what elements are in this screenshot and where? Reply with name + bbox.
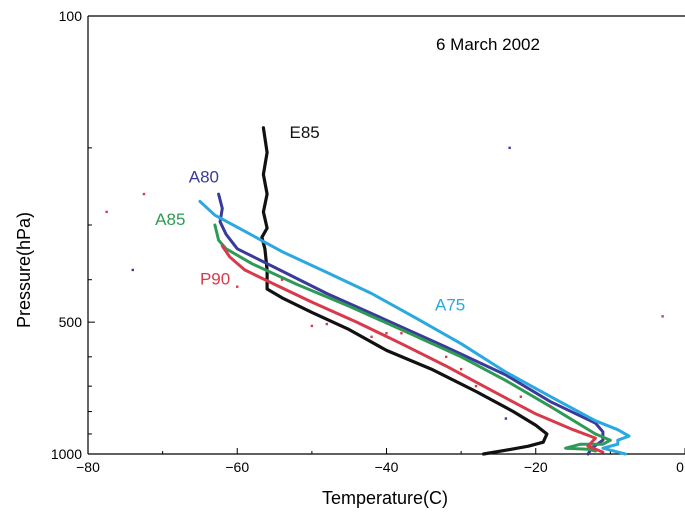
scatter-point	[508, 146, 511, 150]
y-tick-label: 500	[59, 314, 83, 330]
series-label-a75: A75	[435, 295, 465, 314]
series-line-a85	[213, 223, 612, 453]
series-label-p90: P90	[200, 269, 230, 288]
x-axis-title: Temperature(C)	[322, 488, 448, 508]
x-tick-label: −60	[225, 459, 249, 475]
scatter-point	[504, 417, 508, 420]
scatter-point	[385, 332, 388, 335]
scatter-point	[474, 384, 478, 388]
series-labels: E85 A80 A85 P90 A75	[155, 123, 465, 314]
x-axis-ticks: −80 −60 −40 −20 0	[76, 448, 685, 475]
scatter-point	[400, 332, 403, 335]
scatter-point	[131, 268, 134, 272]
series-line-e85	[260, 126, 549, 456]
y-axis-title: Pressure(hPa)	[14, 212, 34, 328]
x-tick-label: 0	[676, 459, 684, 475]
y-tick-label: 100	[59, 8, 83, 24]
series-layer	[198, 126, 631, 456]
scatter-point	[661, 315, 664, 318]
y-tick-label: 1000	[51, 446, 82, 462]
x-tick-label: −20	[524, 459, 548, 475]
scatter-point	[370, 335, 373, 338]
scatter-point	[445, 355, 448, 359]
scatter-point	[236, 285, 239, 288]
chart-annotation: 6 March 2002	[436, 35, 540, 54]
scatter-point	[459, 367, 463, 371]
series-line-a75	[198, 199, 631, 456]
scatter-point	[549, 405, 552, 408]
series-label-e85: E85	[289, 123, 319, 142]
scatter-point	[142, 192, 146, 196]
series-line-p90	[220, 244, 605, 454]
x-tick-label: −80	[76, 459, 100, 475]
scatter-point	[280, 278, 284, 281]
scatter-point	[519, 395, 523, 398]
y-axis-ticks: 100 500 1000	[51, 8, 95, 462]
scatter-point	[310, 324, 314, 328]
series-label-a80: A80	[189, 168, 219, 187]
scatter-layer	[105, 146, 664, 420]
series-label-a85: A85	[155, 210, 185, 229]
scatter-point	[105, 210, 108, 214]
x-tick-label: −40	[375, 459, 399, 475]
scatter-point	[325, 322, 328, 326]
